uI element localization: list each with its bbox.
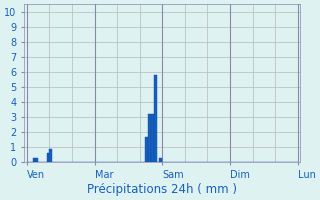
Bar (151, 114, 154, 162)
Bar (50, 149, 52, 162)
Bar (47, 153, 50, 162)
Bar (148, 114, 151, 162)
Bar (33, 158, 35, 162)
Bar (154, 75, 156, 162)
Bar (159, 158, 162, 162)
X-axis label: Précipitations 24h ( mm ): Précipitations 24h ( mm ) (87, 183, 237, 196)
Bar (35, 158, 38, 162)
Bar (145, 137, 148, 162)
